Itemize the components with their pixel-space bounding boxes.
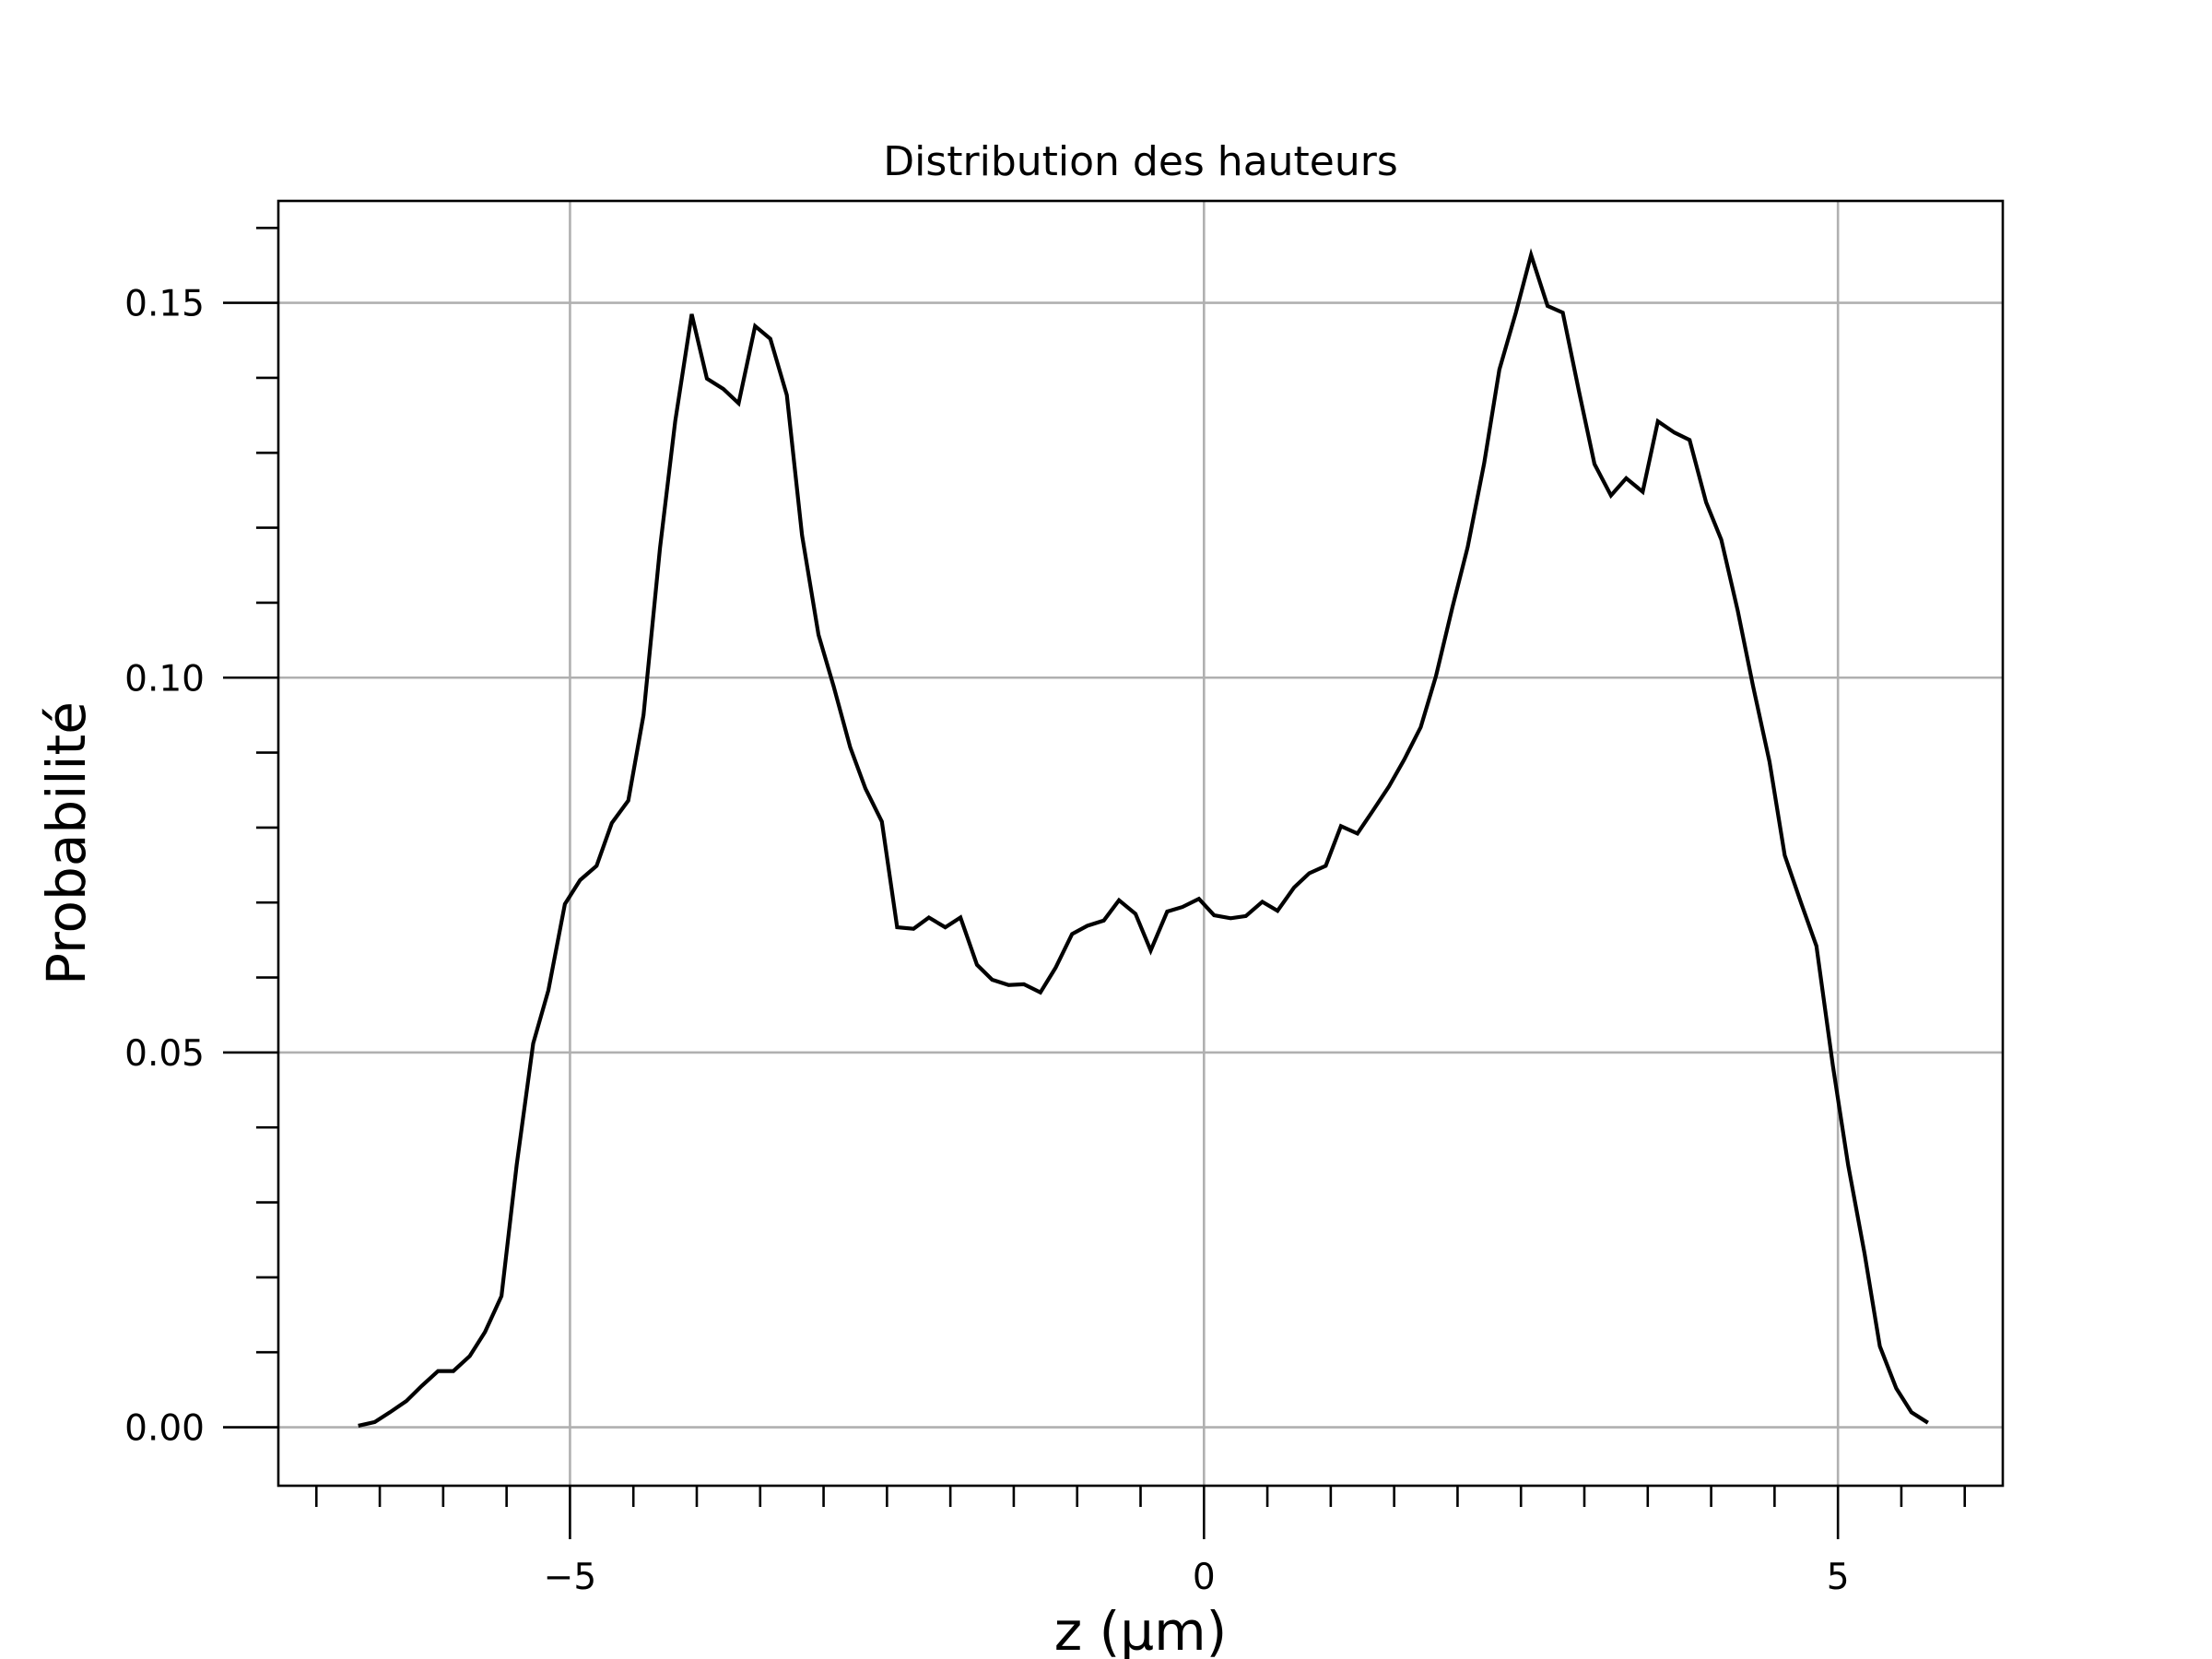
plot-frame xyxy=(276,199,2005,1488)
x-axis-label: z (µm) xyxy=(1054,1600,1228,1659)
y-tick-label: 0.10 xyxy=(124,658,205,700)
x-tick-label: 5 xyxy=(1827,1557,1850,1598)
y-axis-label: Probabilité xyxy=(35,701,98,985)
series-layer xyxy=(358,248,1929,1428)
y-tick-label: 0.15 xyxy=(124,284,205,325)
series-line xyxy=(358,248,1929,1428)
y-tick-label: 0.05 xyxy=(124,1033,205,1075)
x-tick-label: −5 xyxy=(544,1557,597,1598)
chart-title: Distribution des hauteurs xyxy=(883,138,1398,185)
axis-ticks: −5 0 5 0.00 0.05 0.10 0.15 xyxy=(124,226,1967,1598)
grid-lines xyxy=(278,201,2003,1486)
y-tick-label: 0.00 xyxy=(124,1408,205,1450)
x-tick-label: 0 xyxy=(1193,1557,1216,1598)
